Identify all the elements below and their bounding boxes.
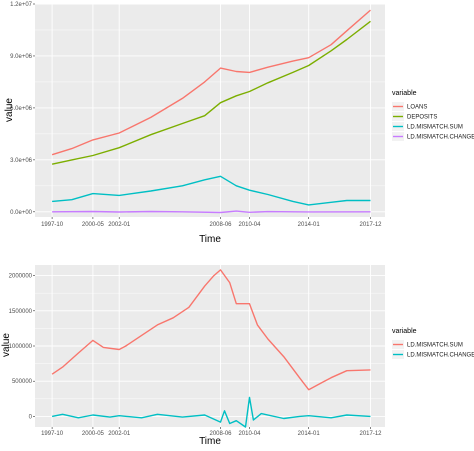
top-legend: variable LOANS DEPOSITS LD.MISMATCH.SUM LD.… [392,90,474,141]
legend-label: LOANS [407,105,427,111]
bottom-chart: 0 500000 1000000 1500000 2000000 1997-10 2000… [1,265,474,447]
legend-label: LD.MISMATCH.SUM [407,343,463,349]
legend-label: DEPOSITS [407,115,437,121]
series-line-ld-mismatch-change [52,210,371,214]
legend-label: LD.MISMATCH.CHANGE [407,135,474,141]
bottom-legend: variable LD.MISMATCH.SUM LD.MISMATCH.CHAN… [392,328,474,359]
series-line-deposits [51,20,371,165]
top-chart: 0.0e+00 3.0e+06 6.0e+06 9.0e+06 1.2e+07 1997… [4,2,474,245]
x-tick-label: 2017-12 [360,431,383,437]
legend-label: LD.MISMATCH.SUM [407,125,463,131]
x-tick-label: 1997-10 [41,222,64,228]
top-x-ticks: 1997-10 2000-05 2002-01 2008-06 2010-04 2014-… [41,217,382,228]
top-y-ticks: 0.0e+00 3.0e+06 6.0e+06 9.0e+06 1.2e+07 [10,2,35,216]
bottom-series-lines [51,269,371,428]
y-tick-label: 500000 [12,379,33,385]
y-tick-label: 0 [29,414,33,420]
series-line-ld-mismatch-sum [51,269,371,391]
y-tick-label: 1500000 [9,309,33,315]
top-y-axis-title: value [4,98,15,122]
x-tick-label: 2014-01 [298,431,321,437]
x-tick-label: 2000-05 [82,431,105,437]
top-legend-title: variable [392,90,417,97]
y-tick-label: 9.0e+06 [10,54,33,60]
top-x-axis-title: Time [199,234,221,245]
x-tick-label: 2000-05 [82,222,105,228]
series-line-ld-mismatch-sum [52,175,371,206]
top-series-lines [51,9,371,214]
x-tick-label: 2014-01 [298,222,321,228]
bottom-gridlines [35,265,385,427]
x-tick-label: 2010-04 [238,222,261,228]
x-tick-label: 2010-04 [238,431,261,437]
bottom-y-axis-title: value [1,333,12,357]
x-tick-label: 1997-10 [41,431,64,437]
bottom-legend-title: variable [392,328,417,335]
y-tick-label: 6.0e+06 [10,106,33,112]
x-tick-label: 2017-12 [360,222,383,228]
x-tick-label: 2002-01 [108,222,131,228]
y-tick-label: 1.2e+07 [10,2,33,8]
x-tick-label: 2008-06 [210,431,233,437]
y-tick-label: 1000000 [9,344,33,350]
x-tick-label: 2008-06 [210,222,233,228]
top-gridlines [35,3,385,217]
bottom-y-ticks: 0 500000 1000000 1500000 2000000 [9,274,35,420]
series-line-loans [51,9,371,156]
bottom-x-axis-title: Time [199,436,221,446]
y-tick-label: 0.0e+00 [10,210,33,216]
bottom-x-ticks: 1997-10 2000-05 2002-01 2008-06 2010-04 2014-… [41,427,382,437]
y-tick-label: 3.0e+06 [10,158,33,164]
x-tick-label: 2002-01 [108,431,131,437]
legend-label: LD.MISMATCH.CHANGE [407,353,474,359]
y-tick-label: 2000000 [9,274,33,280]
series-line-ld-mismatch-change [51,396,371,428]
